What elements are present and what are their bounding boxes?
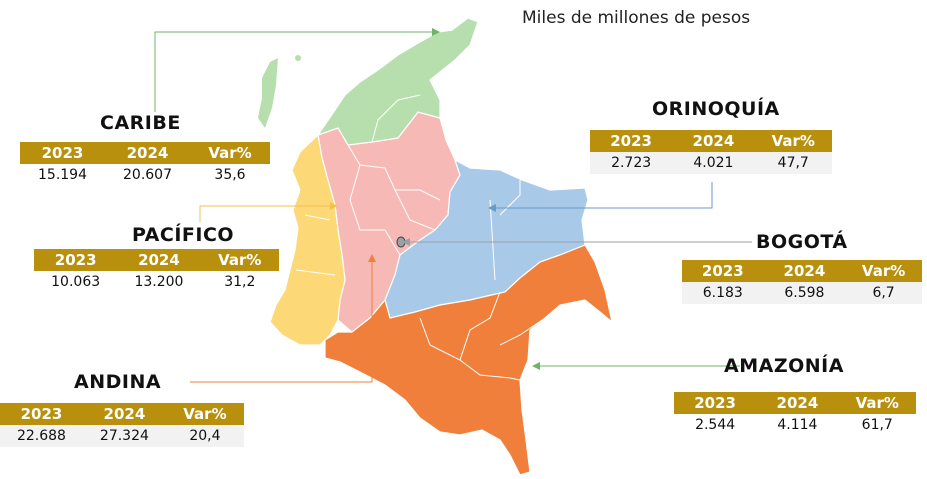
connector-orinoquia bbox=[496, 182, 713, 209]
title-pacifico: PACÍFICO bbox=[132, 224, 235, 246]
col-2023: 2023 bbox=[701, 262, 744, 280]
region-pacifico bbox=[269, 133, 346, 346]
table-amazonia: 2023 2024 Var% 2.544 4.114 61,7 bbox=[674, 392, 916, 436]
value-var: 35,6 bbox=[214, 167, 246, 183]
table-header: 2023 2024 Var% bbox=[590, 130, 832, 152]
value-2024: 4.021 bbox=[693, 155, 734, 171]
col-2023: 2023 bbox=[610, 132, 652, 150]
connector-caribe bbox=[154, 31, 432, 112]
table-row: 2.723 4.021 47,7 bbox=[590, 152, 832, 174]
col-2024: 2024 bbox=[126, 144, 169, 162]
table-row: 10.063 13.200 31,2 bbox=[34, 271, 279, 293]
value-2024: 13.200 bbox=[134, 274, 184, 290]
col-var: Var% bbox=[861, 262, 906, 280]
title-caribe: CARIBE bbox=[100, 112, 181, 134]
col-2023: 2023 bbox=[20, 405, 63, 423]
title-amazonia: AMAZONÍA bbox=[724, 355, 844, 377]
title-bogota: BOGOTÁ bbox=[756, 231, 848, 253]
value-2023: 22.688 bbox=[16, 428, 66, 444]
col-2024: 2024 bbox=[103, 405, 146, 423]
value-2024: 6.598 bbox=[784, 285, 825, 301]
region-caribe-islet bbox=[295, 55, 301, 61]
col-2024: 2024 bbox=[692, 132, 735, 150]
table-andina: 2023 2024 Var% 22.688 27.324 20,4 bbox=[0, 403, 244, 447]
connector-pacifico bbox=[199, 205, 330, 222]
table-pacifico: 2023 2024 Var% 10.063 13.200 31,2 bbox=[34, 249, 279, 293]
table-caribe: 2023 2024 Var% 15.194 20.607 35,6 bbox=[20, 142, 270, 186]
value-2024: 20.607 bbox=[123, 167, 172, 183]
value-var: 61,7 bbox=[861, 417, 893, 433]
col-2023: 2023 bbox=[54, 251, 97, 269]
title-orinoquia: ORINOQUÍA bbox=[652, 98, 780, 120]
table-row: 15.194 20.607 35,6 bbox=[20, 164, 270, 186]
value-var: 47,7 bbox=[777, 155, 809, 171]
col-2024: 2024 bbox=[783, 262, 826, 280]
title-andina: ANDINA bbox=[74, 371, 162, 393]
col-var: Var% bbox=[771, 132, 815, 150]
table-orinoquia: 2023 2024 Var% 2.723 4.021 47,7 bbox=[590, 130, 832, 174]
value-2024: 27.324 bbox=[99, 428, 149, 444]
value-2023: 2.723 bbox=[611, 155, 652, 171]
table-row: 2.544 4.114 61,7 bbox=[674, 414, 916, 436]
col-2023: 2023 bbox=[694, 394, 736, 412]
table-row: 22.688 27.324 20,4 bbox=[0, 425, 244, 447]
region-caribe bbox=[316, 17, 479, 146]
value-2023: 6.183 bbox=[702, 285, 743, 301]
col-2024: 2024 bbox=[776, 394, 819, 412]
connector-andina bbox=[190, 262, 373, 383]
value-var: 6,7 bbox=[872, 285, 895, 301]
value-2023: 2.544 bbox=[695, 417, 736, 433]
table-row: 6.183 6.598 6,7 bbox=[682, 282, 922, 304]
unit-label: Miles de millones de pesos bbox=[522, 8, 751, 28]
value-2023: 15.194 bbox=[38, 167, 87, 183]
table-header: 2023 2024 Var% bbox=[34, 249, 279, 271]
table-header: 2023 2024 Var% bbox=[682, 260, 922, 282]
col-var: Var% bbox=[218, 251, 262, 269]
value-var: 20,4 bbox=[189, 428, 221, 444]
col-var: Var% bbox=[183, 405, 227, 423]
table-header: 2023 2024 Var% bbox=[20, 142, 270, 164]
table-bogota: 2023 2024 Var% 6.183 6.598 6,7 bbox=[682, 260, 922, 304]
table-header: 2023 2024 Var% bbox=[674, 392, 916, 414]
value-2023: 10.063 bbox=[51, 274, 101, 290]
col-var: Var% bbox=[855, 394, 899, 412]
table-header: 2023 2024 Var% bbox=[0, 403, 244, 425]
col-2023: 2023 bbox=[41, 144, 84, 162]
value-2024: 4.114 bbox=[777, 417, 818, 433]
col-var: Var% bbox=[208, 144, 252, 162]
col-2024: 2024 bbox=[138, 251, 180, 269]
value-var: 31,2 bbox=[224, 274, 256, 290]
connector-lines bbox=[154, 28, 752, 383]
region-amazonia bbox=[324, 244, 613, 476]
region-caribe-islands bbox=[258, 58, 278, 128]
department-borders bbox=[295, 94, 546, 381]
